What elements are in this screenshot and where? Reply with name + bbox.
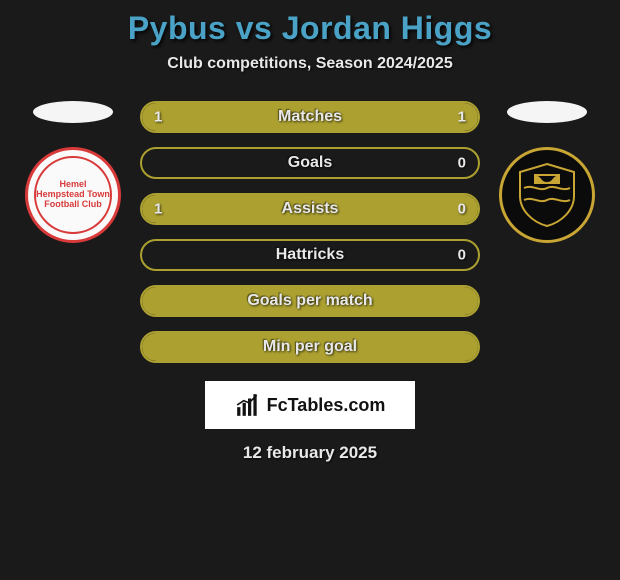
stat-row: 0 Goals (140, 147, 480, 179)
stat-right-value: 0 (458, 201, 466, 218)
stat-right-value: 0 (458, 247, 466, 264)
right-player-avatar (507, 101, 587, 123)
date-label: 12 february 2025 (0, 443, 620, 463)
chart-icon (235, 392, 261, 418)
stats-list: 1 1 Matches 0 Goals 1 0 Assists 0 Hattricks Goals … (140, 101, 480, 363)
left-player-avatar (33, 101, 113, 123)
stat-row: Goals per match (140, 285, 480, 317)
stat-row: Min per goal (140, 331, 480, 363)
stat-label: Hattricks (276, 246, 344, 264)
left-player-column: Hemel Hempstead Town Football Club (24, 101, 122, 243)
comparison-body: Hemel Hempstead Town Football Club 1 1 Mat… (0, 101, 620, 363)
right-club-badge (499, 147, 595, 243)
stat-label: Goals (288, 154, 332, 172)
right-player-column (498, 101, 596, 243)
stat-row: 0 Hattricks (140, 239, 480, 271)
stat-right-value: 0 (458, 155, 466, 172)
comparison-title: Pybus vs Jordan Higgs (0, 10, 620, 47)
stat-left-value: 1 (154, 201, 162, 218)
shield-crest-icon (512, 160, 582, 230)
stat-label: Matches (278, 108, 342, 126)
stat-right-value: 1 (458, 109, 466, 126)
watermark: FcTables.com (205, 381, 415, 429)
stat-row: 1 1 Matches (140, 101, 480, 133)
comparison-subtitle: Club competitions, Season 2024/2025 (0, 55, 620, 73)
stat-left-value: 1 (154, 109, 162, 126)
watermark-text: FcTables.com (267, 395, 386, 416)
stat-label: Goals per match (247, 292, 372, 310)
stat-label: Assists (282, 200, 339, 218)
stat-label: Min per goal (263, 338, 357, 356)
stat-row: 1 0 Assists (140, 193, 480, 225)
left-club-badge: Hemel Hempstead Town Football Club (25, 147, 121, 243)
left-club-name: Hemel Hempstead Town Football Club (34, 180, 112, 210)
